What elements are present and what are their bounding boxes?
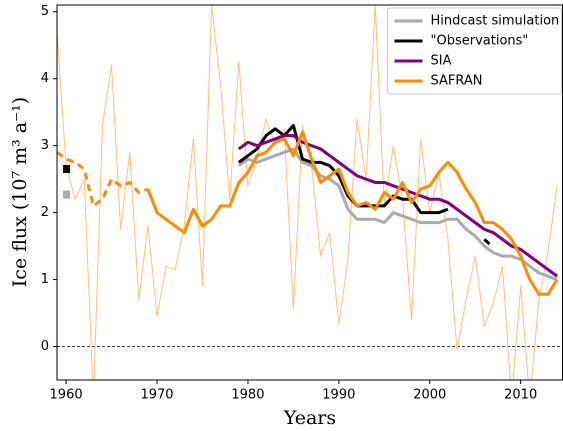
series-line — [146, 130, 559, 296]
series-line — [483, 238, 495, 249]
x-tick-label: 1990 — [322, 388, 355, 403]
y-tick-label: 1 — [41, 272, 49, 287]
plot-area — [57, 5, 563, 380]
x-tick-label: 1980 — [231, 388, 264, 403]
y-tick-label: 2 — [41, 205, 49, 220]
legend-box — [387, 7, 562, 95]
series-line — [57, 151, 149, 208]
legend: Hindcast simulation "Observations" SIA SAFR… — [387, 7, 562, 95]
x-tick-label: 1970 — [140, 388, 173, 403]
y-tick-label: 4 — [41, 71, 49, 86]
y-tick-label: 0 — [41, 339, 49, 354]
y-tick-label: 5 — [41, 4, 49, 19]
y-axis-label: Ice flux (10⁷ m³ a⁻¹) — [9, 97, 31, 287]
legend-label: SIA — [431, 54, 452, 69]
legend-label: "Observations" — [431, 34, 529, 49]
series-line — [237, 134, 558, 278]
marker — [63, 190, 71, 199]
x-tick-label: 1960 — [50, 388, 83, 403]
legend-label: SAFRAN — [431, 74, 483, 89]
marker — [63, 165, 71, 174]
x-tick-label: 2000 — [413, 388, 446, 403]
series-line — [237, 147, 558, 281]
x-tick-label: 2010 — [504, 388, 537, 403]
legend-label: Hindcast simulation — [431, 14, 560, 29]
x-axis-label: Years — [283, 407, 336, 429]
y-tick-label: 3 — [41, 138, 49, 153]
